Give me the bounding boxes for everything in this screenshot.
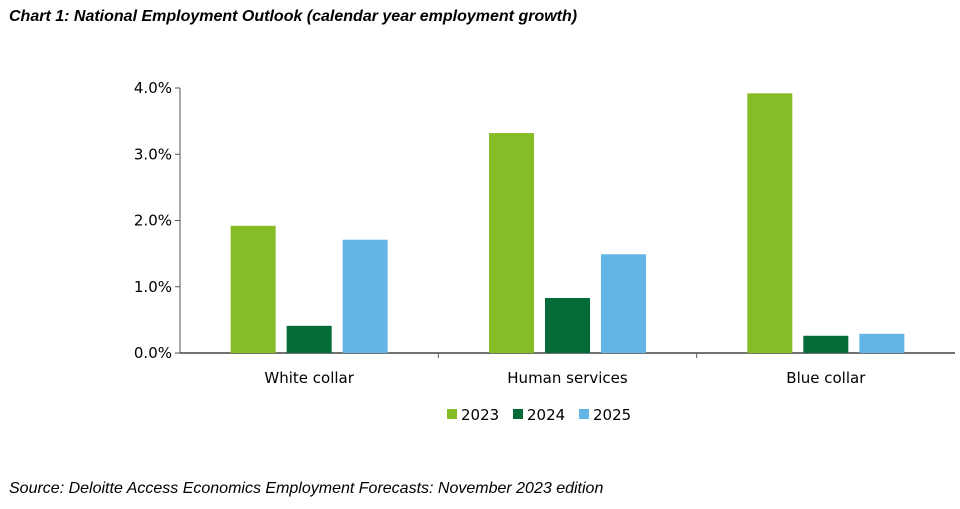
y-tick-label: 3.0%	[134, 145, 172, 163]
y-tick-label: 1.0%	[134, 278, 172, 296]
bar-2025-human-services	[601, 254, 646, 353]
y-tick-label: 0.0%	[134, 344, 172, 362]
legend-swatch-2024	[513, 409, 523, 419]
y-tick-label: 4.0%	[134, 79, 172, 97]
bar-chart: 0.0% 1.0% 2.0% 3.0% 4.0% White collar Human se…	[134, 79, 955, 424]
legend-label: 2023	[461, 406, 499, 424]
legend-label: 2025	[593, 406, 631, 424]
legend-label: 2024	[527, 406, 565, 424]
bar-2024-human-services	[545, 298, 590, 353]
x-tick-label: White collar	[264, 369, 354, 387]
bar-2023-human-services	[489, 133, 534, 353]
legend-swatch-2023	[447, 409, 457, 419]
bar-2024-white-collar	[286, 325, 332, 353]
bar-2025-white-collar	[342, 239, 388, 353]
x-tick-label: Blue collar	[786, 369, 866, 387]
chart-source: Source: Deloitte Access Economics Employ…	[9, 480, 604, 497]
bar-2025-blue-collar	[859, 333, 905, 353]
chart-title: Chart 1: National Employment Outlook (ca…	[9, 8, 578, 25]
bar-2023-blue-collar	[747, 93, 793, 354]
bar-2024-blue-collar	[803, 335, 849, 353]
bar-2023-white-collar	[230, 225, 276, 353]
x-tick-label: Human services	[507, 369, 628, 387]
y-tick-label: 2.0%	[134, 212, 172, 230]
legend-swatch-2025	[579, 409, 589, 419]
